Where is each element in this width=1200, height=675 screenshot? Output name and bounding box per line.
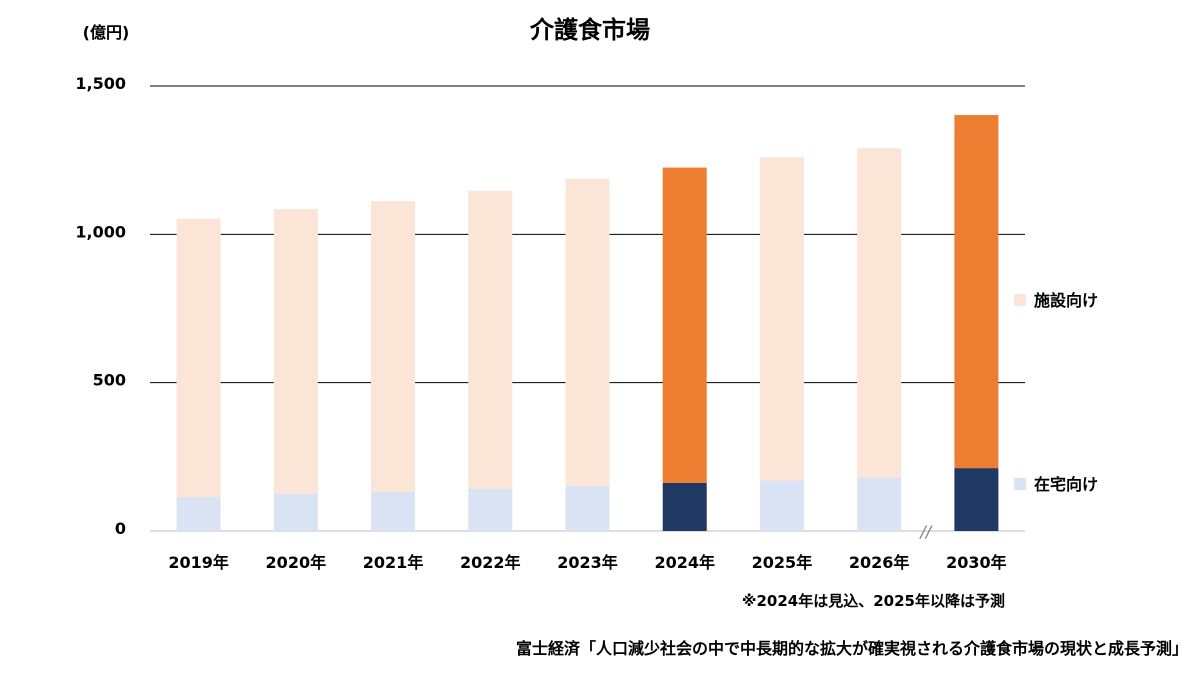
bar-segment [468, 190, 513, 489]
bar-segment [565, 485, 610, 531]
x-tick-label: 2022年 [460, 553, 521, 572]
y-tick-label: 1,500 [75, 74, 126, 93]
bar-segment [371, 201, 416, 492]
bar-segment [565, 178, 610, 486]
x-axis-ticks: 2019年 2020年 2021年 2022年 2023年 2024年 2025年 2026年… [168, 553, 1006, 572]
bar-segment [371, 491, 416, 531]
source-citation: 富士経済「人口減少社会の中で中長期的な拡大が確実視される介護食市場の現状と成長予… [516, 639, 1188, 658]
bar-segment [273, 493, 318, 531]
bar-segment [176, 218, 221, 497]
bar-segment [759, 157, 804, 481]
y-axis-ticks: 0 500 1,000 1,500 [75, 74, 126, 538]
x-tick-label: 2026年 [849, 553, 910, 572]
bar-segment [662, 167, 707, 483]
bar-segment [857, 148, 902, 478]
x-tick-label: 2023年 [557, 553, 618, 572]
x-tick-label: 2025年 [752, 553, 813, 572]
axis-break-mark: // [918, 522, 932, 541]
x-tick-label: 2019年 [168, 553, 229, 572]
bar-segment [662, 482, 707, 531]
y-axis-unit-label: (億円) [83, 23, 130, 42]
y-tick-label: 500 [93, 371, 126, 390]
legend-label: 在宅向け [1034, 475, 1098, 494]
bar-segment [954, 115, 999, 469]
x-tick-label: 2030年 [946, 553, 1007, 572]
axis-break-glyph: // [918, 522, 932, 541]
bar-segment [759, 480, 804, 531]
bars [176, 115, 999, 531]
bar-segment [857, 477, 902, 531]
chart-title: 介護食市場 [529, 16, 650, 44]
forecast-note: ※2024年は見込、2025年以降は予測 [742, 592, 1005, 610]
bar-segment [954, 468, 999, 531]
y-tick-label: 0 [115, 519, 126, 538]
x-tick-label: 2024年 [654, 553, 715, 572]
x-tick-label: 2020年 [266, 553, 327, 572]
x-tick-label: 2021年 [363, 553, 424, 572]
legend-swatch [1014, 478, 1026, 490]
bar-segment [176, 496, 221, 531]
y-tick-label: 1,000 [75, 222, 126, 241]
legend-label: 施設向け [1034, 291, 1098, 310]
bar-segment [273, 209, 318, 494]
bar-segment [468, 488, 513, 531]
legend-swatch [1014, 294, 1026, 306]
